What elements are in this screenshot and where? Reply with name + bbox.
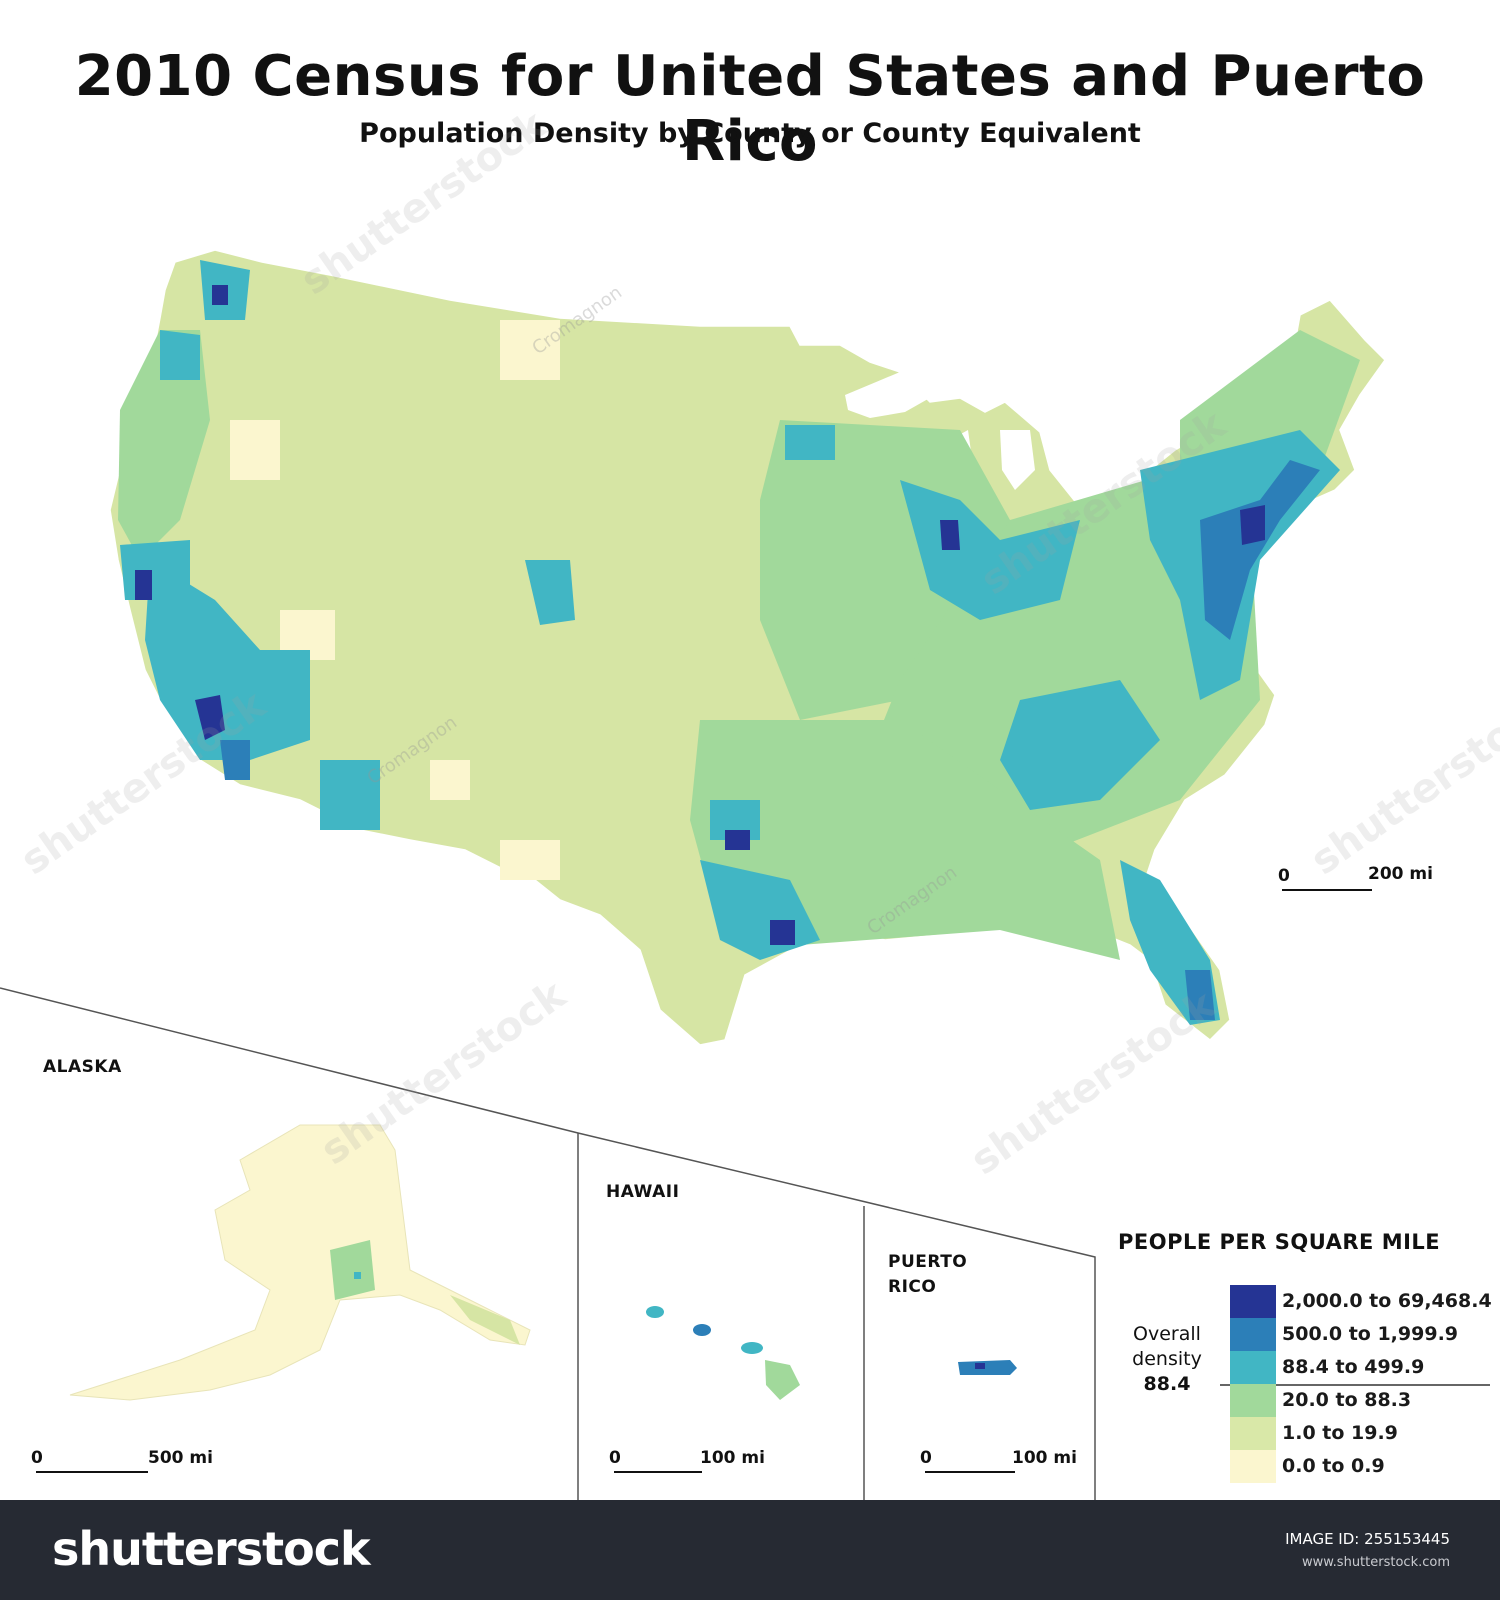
footer-site-url: www.shutterstock.com <box>1301 1555 1450 1570</box>
lake-huron <box>1000 430 1035 490</box>
patch-los-angeles <box>195 695 225 740</box>
map-title: 2010 Census for United States and Puerto… <box>74 44 1426 174</box>
patch-bay-area <box>120 540 190 600</box>
alaska-label: ALASKA <box>43 1057 122 1077</box>
legend-swatch <box>1230 1351 1276 1384</box>
puerto-rico-scale-zero: 0 <box>920 1448 932 1468</box>
patch-minneapolis <box>785 425 835 460</box>
patch-denver <box>525 560 575 625</box>
puerto-rico-core <box>975 1363 985 1369</box>
patch-miami <box>1185 970 1215 1020</box>
puerto-rico-label: PUERTO RICO <box>888 1250 967 1300</box>
patch-nevada-light-2 <box>280 610 335 660</box>
patch-new-york <box>1240 505 1265 545</box>
legend-class-label: 2,000.0 to 69,468.4 <box>1282 1290 1492 1312</box>
puerto-rico-scale-distance: 100 mi <box>1012 1448 1077 1468</box>
legend-class-label: 1.0 to 19.9 <box>1282 1422 1398 1444</box>
legend-class-label: 88.4 to 499.9 <box>1282 1356 1425 1378</box>
footer-bar: shutterstock IMAGE ID: 255153445 www.shu… <box>0 1500 1500 1600</box>
overall-density-label-line1: Overall <box>1133 1323 1201 1345</box>
patch-utah-light <box>430 760 470 800</box>
patch-chicago <box>940 520 960 550</box>
footer-brand-logo: shutterstock <box>52 1522 371 1576</box>
patch-sf-core <box>135 570 152 600</box>
hawaii-scale-distance: 100 mi <box>700 1448 765 1468</box>
legend-swatch <box>1230 1384 1276 1417</box>
alaska-scale-distance: 500 mi <box>148 1448 213 1468</box>
overall-density: Overall density 88.4 <box>1122 1322 1212 1397</box>
patch-northeast-corridor <box>1200 460 1320 640</box>
hawaii-scale-zero: 0 <box>609 1448 621 1468</box>
map-canvas <box>0 249 1490 1500</box>
inset-divider <box>0 987 1096 1500</box>
legend-class-label: 0.0 to 0.9 <box>1282 1455 1385 1477</box>
puerto-rico-label-line1: PUERTO <box>888 1252 968 1272</box>
patch-dallas-core <box>725 830 750 850</box>
density-patches <box>118 260 1360 1025</box>
overall-density-label-line2: density <box>1132 1348 1202 1370</box>
patch-portland <box>160 330 200 380</box>
hawaii-oahu <box>693 1324 711 1336</box>
patch-southern-california <box>145 560 310 760</box>
alaska-southeast-patch <box>450 1295 520 1345</box>
legend-swatch <box>1230 1285 1276 1318</box>
patch-arizona <box>320 760 380 830</box>
overall-density-value: 88.4 <box>1143 1373 1191 1395</box>
patch-seattle-core <box>212 285 228 305</box>
footer-image-id: IMAGE ID: 255153445 <box>1285 1530 1450 1548</box>
patch-houston <box>770 920 795 945</box>
hawaii-kauai <box>646 1306 664 1318</box>
patch-nevada-light <box>230 420 280 480</box>
lake-superior <box>845 372 935 418</box>
legend-swatch <box>1230 1318 1276 1351</box>
hawaii-label: HAWAII <box>606 1182 680 1202</box>
patch-san-diego <box>220 740 250 780</box>
patch-west-texas-light <box>500 840 560 880</box>
patch-montana-light <box>500 320 560 380</box>
legend-title: PEOPLE PER SQUARE MILE <box>1118 1230 1441 1254</box>
alaska-scale-zero: 0 <box>31 1448 43 1468</box>
patch-great-lakes <box>900 480 1080 620</box>
patch-west-coast <box>118 330 210 560</box>
legend-class-label: 500.0 to 1,999.9 <box>1282 1323 1459 1345</box>
alaska-anchorage <box>354 1272 361 1279</box>
puerto-rico-map <box>958 1360 1017 1375</box>
patch-atlanta <box>1040 750 1085 800</box>
main-scale-distance: 200 mi <box>1368 864 1433 884</box>
legend-class-label: 20.0 to 88.3 <box>1282 1389 1412 1411</box>
map-subtitle: Population Density by County or County E… <box>359 118 1141 149</box>
alaska-map <box>69 1124 531 1401</box>
hawaii-big-island <box>765 1360 800 1400</box>
legend-swatch <box>1230 1450 1276 1483</box>
main-scale-zero: 0 <box>1278 866 1290 886</box>
puerto-rico-label-line2: RICO <box>888 1277 937 1297</box>
alaska-green-patch <box>330 1240 375 1300</box>
legend-swatch <box>1230 1417 1276 1450</box>
hawaii-maui <box>741 1342 763 1354</box>
